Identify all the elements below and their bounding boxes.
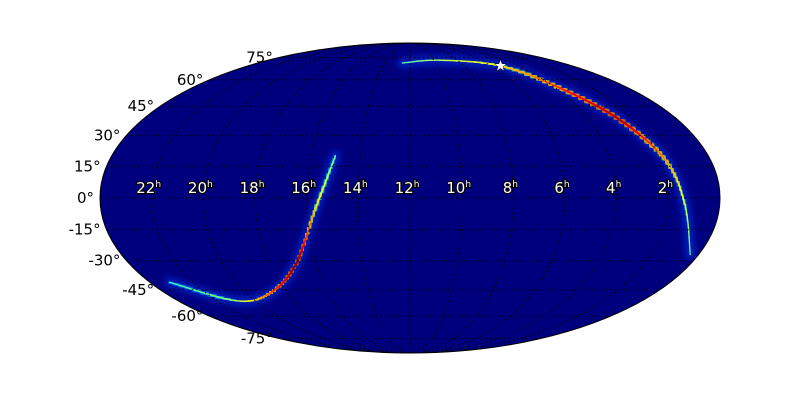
lat-tick-label: -75°	[241, 329, 273, 347]
ra-unit: h	[465, 180, 471, 190]
ra-unit: h	[564, 180, 570, 190]
ra-hours: 22	[136, 179, 155, 197]
ra-tick-label: 6h	[554, 179, 569, 197]
ra-hours: 18	[240, 179, 259, 197]
ra-tick-label: 22h	[136, 179, 161, 197]
ra-tick-label: 12h	[395, 179, 420, 197]
ra-hours: 8	[503, 179, 513, 197]
lat-tick-label: -15°	[69, 221, 101, 239]
grid-meridian	[151, 43, 411, 353]
ra-unit: h	[207, 180, 213, 190]
ra-unit: h	[414, 180, 420, 190]
ra-unit: h	[310, 180, 316, 190]
grid-meridian	[202, 43, 411, 353]
ra-tick-label: 14h	[343, 179, 368, 197]
ra-hours: 10	[446, 179, 465, 197]
lat-tick-label: 75°	[246, 49, 273, 67]
ra-hours: 20	[188, 179, 207, 197]
ra-unit: h	[616, 180, 622, 190]
ra-unit: h	[259, 180, 265, 190]
lat-tick-label: 30°	[94, 126, 121, 144]
grid-meridian	[357, 43, 411, 353]
ra-unit: h	[155, 180, 161, 190]
lat-tick-label: -45°	[122, 281, 154, 299]
ra-unit: h	[362, 180, 368, 190]
ra-unit: h	[512, 180, 518, 190]
grid-meridian	[409, 43, 463, 353]
ra-unit: h	[667, 180, 673, 190]
ra-hours: 14	[343, 179, 362, 197]
lat-tick-label: 0°	[77, 189, 94, 207]
ra-hours: 16	[291, 179, 310, 197]
grid-meridian	[254, 43, 411, 353]
ra-hours: 6	[554, 179, 564, 197]
sky-background	[100, 43, 720, 353]
map-border	[99, 42, 721, 354]
ra-tick-label: 20h	[188, 179, 213, 197]
ra-hours: 4	[606, 179, 616, 197]
grid-meridian	[409, 43, 669, 353]
lat-tick-label: 60°	[177, 71, 204, 89]
ra-tick-label: 2h	[658, 179, 673, 197]
ra-tick-label: 8h	[503, 179, 518, 197]
grid-meridian	[409, 43, 566, 353]
ra-hours: 2	[658, 179, 668, 197]
ra-tick-label: 4h	[606, 179, 621, 197]
lat-tick-label: 45°	[128, 97, 155, 115]
ra-hours: 12	[395, 179, 414, 197]
lat-tick-label: -30°	[88, 252, 120, 270]
grid-meridian	[409, 43, 618, 353]
star-marker-icon	[493, 58, 508, 72]
lat-tick-label: 15°	[74, 157, 101, 175]
ra-tick-label: 18h	[240, 179, 265, 197]
ra-tick-label: 16h	[291, 179, 316, 197]
lat-tick-label: -60°	[171, 307, 203, 325]
ra-tick-label: 10h	[446, 179, 471, 197]
